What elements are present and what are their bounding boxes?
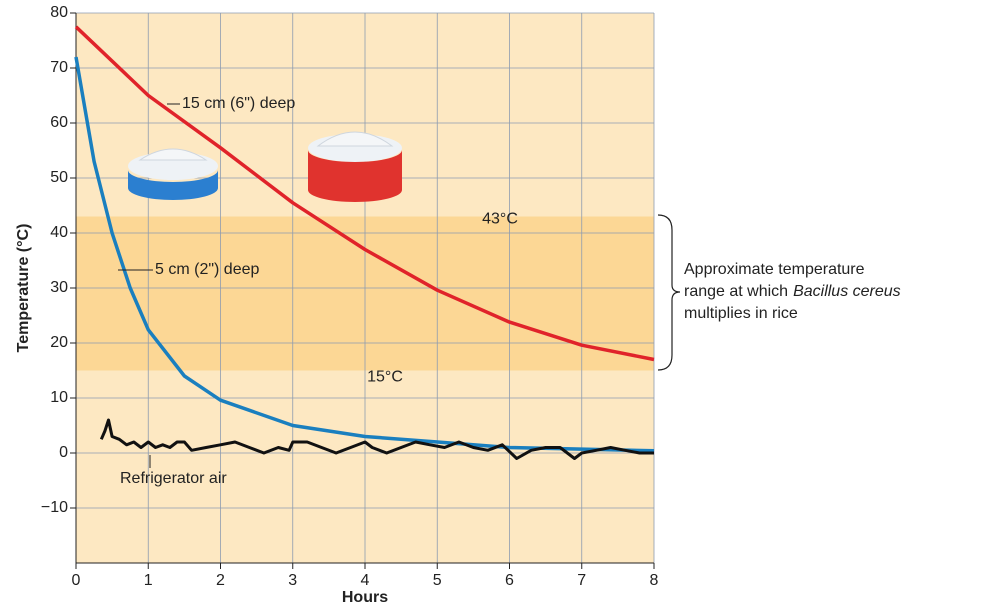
annotation: range at which Bacillus cereus: [684, 283, 901, 300]
rice-icon: [316, 131, 394, 147]
x-tick-label: 7: [577, 572, 586, 589]
annotation: multiplies in rice: [684, 305, 798, 322]
y-tick-label: −10: [41, 499, 68, 516]
plot-area: [75, 12, 655, 563]
y-tick-label: 50: [50, 169, 68, 186]
x-tick-label: 4: [361, 572, 370, 589]
y-tick-label: 70: [50, 59, 68, 76]
rice-icon: [138, 148, 208, 161]
series-label: Refrigerator air: [120, 470, 227, 487]
x-tick-label: 8: [650, 572, 659, 589]
annotation: Approximate temperature: [684, 261, 865, 278]
y-tick-label: 20: [50, 334, 68, 351]
y-tick-label: 30: [50, 279, 68, 296]
series-label: 15 cm (6") deep: [182, 95, 295, 112]
x-axis-label: Hours: [342, 589, 388, 606]
y-tick-label: 40: [50, 224, 68, 241]
x-tick-label: 3: [288, 572, 297, 589]
bowl-icon: [128, 170, 218, 200]
x-tick-label: 6: [505, 572, 514, 589]
y-tick-label: 0: [59, 444, 68, 461]
x-tick-label: 2: [216, 572, 225, 589]
series-line: [74, 25, 655, 362]
annotation: Bacillus cereus: [793, 283, 901, 300]
series-line: [74, 56, 655, 453]
annotation: range at which: [684, 283, 788, 300]
bracket: [657, 214, 681, 371]
y-tick-label: 80: [50, 4, 68, 21]
y-axis-label: Temperature (°C): [15, 224, 32, 353]
x-tick-label: 1: [144, 572, 153, 589]
y-tick-label: 60: [50, 114, 68, 131]
x-tick-label: 0: [72, 572, 81, 589]
icons: [128, 131, 402, 202]
y-tick-label: 10: [50, 389, 68, 406]
series-label: 5 cm (2") deep: [155, 261, 259, 278]
x-tick-label: 5: [433, 572, 442, 589]
bowl-icon: [308, 150, 402, 202]
band-label: 43°C: [482, 211, 518, 228]
series-line: [99, 418, 654, 460]
band-label: 15°C: [367, 369, 403, 386]
